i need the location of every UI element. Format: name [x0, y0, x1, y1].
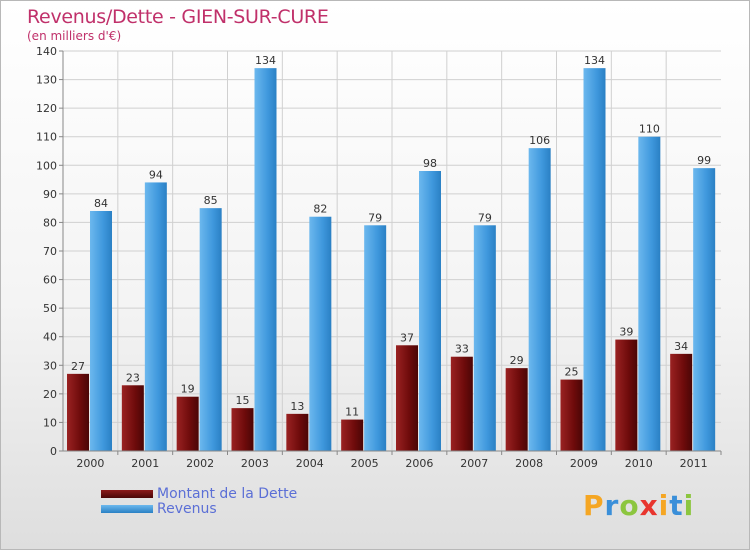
data-label-debt: 19 [181, 383, 195, 396]
bar-revenue-2011 [693, 168, 716, 451]
bar-debt-2010 [615, 339, 638, 451]
data-label-debt: 11 [345, 406, 359, 419]
bar-revenue-2003 [254, 68, 277, 452]
logo-letter: i [683, 489, 695, 522]
data-label-debt: 34 [674, 340, 688, 353]
data-label-debt: 39 [619, 326, 633, 339]
x-tick-label: 2007 [460, 457, 488, 470]
data-label-debt: 29 [510, 354, 524, 367]
data-label-debt: 37 [400, 331, 414, 344]
y-tick-label: 100 [36, 159, 57, 172]
y-tick-label: 50 [43, 302, 57, 315]
legend-label-debt: Montant de la Dette [157, 486, 298, 502]
data-label-debt: 15 [236, 394, 250, 407]
y-tick-label: 30 [43, 359, 57, 372]
bar-debt-2007 [450, 356, 473, 451]
data-label-revenue: 82 [313, 203, 327, 216]
logo-letter: r [604, 489, 620, 522]
y-tick-label: 140 [36, 45, 57, 58]
bar-debt-2003 [231, 408, 254, 451]
y-tick-label: 110 [36, 131, 57, 144]
data-label-revenue: 85 [204, 194, 218, 207]
data-label-debt: 13 [290, 400, 304, 413]
y-tick-label: 90 [43, 188, 57, 201]
bar-revenue-2002 [199, 208, 222, 451]
chart-subtitle: (en milliers d'€) [27, 29, 122, 43]
bar-debt-2008 [505, 368, 528, 451]
y-tick-label: 20 [43, 388, 57, 401]
bar-revenue-2000 [90, 211, 112, 451]
data-label-revenue: 98 [423, 157, 437, 170]
bar-debt-2011 [670, 353, 693, 451]
data-label-revenue: 99 [697, 154, 711, 167]
bar-revenue-2009 [583, 68, 606, 452]
y-tick-label: 60 [43, 274, 57, 287]
data-label-revenue: 110 [639, 123, 660, 136]
data-label-revenue: 94 [149, 168, 163, 181]
x-tick-label: 2005 [351, 457, 379, 470]
bar-debt-2000 [67, 373, 89, 451]
bar-revenue-2006 [419, 171, 441, 451]
legend-label-revenue: Revenus [157, 501, 217, 517]
x-tick-label: 2009 [570, 457, 598, 470]
x-tick-label: 2010 [625, 457, 653, 470]
data-label-revenue: 134 [255, 54, 276, 67]
data-label-revenue: 79 [478, 211, 492, 224]
logo-letter: t [669, 489, 684, 522]
data-label-revenue: 134 [584, 54, 605, 67]
bar-revenue-2010 [638, 136, 661, 451]
data-label-debt: 25 [565, 366, 579, 379]
data-label-revenue: 84 [94, 197, 108, 210]
y-tick-label: 70 [43, 245, 57, 258]
y-tick-label: 10 [43, 416, 57, 429]
bar-revenue-2004 [309, 216, 332, 451]
bar-debt-2001 [121, 385, 144, 451]
bar-debt-2004 [286, 413, 309, 451]
x-tick-label: 2011 [680, 457, 708, 470]
logo-letter: x [639, 489, 659, 522]
bar-revenue-2005 [364, 225, 387, 451]
data-label-debt: 27 [71, 360, 85, 373]
bar-debt-2009 [560, 379, 583, 451]
chart-title: Revenus/Dette - GIEN-SUR-CURE [27, 6, 329, 28]
proxiti-logo: Proxiti [583, 489, 694, 522]
x-tick-label: 2008 [515, 457, 543, 470]
data-label-revenue: 106 [529, 134, 550, 147]
bar-revenue-2007 [473, 225, 496, 451]
y-tick-label: 130 [36, 74, 57, 87]
legend-swatch-debt [101, 490, 153, 498]
data-label-debt: 23 [126, 371, 140, 384]
logo-letter: o [619, 489, 640, 522]
bar-debt-2005 [341, 419, 364, 451]
bar-debt-2006 [396, 345, 418, 451]
bar-revenue-2001 [144, 182, 167, 451]
logo-letter: P [583, 489, 605, 522]
y-tick-label: 0 [50, 445, 57, 458]
data-label-revenue: 79 [368, 211, 382, 224]
x-tick-label: 2002 [186, 457, 214, 470]
x-tick-label: 2001 [131, 457, 159, 470]
data-label-debt: 33 [455, 343, 469, 356]
y-tick-label: 120 [36, 102, 57, 115]
x-tick-label: 2000 [76, 457, 104, 470]
legend-swatch-revenue [101, 505, 153, 513]
x-tick-label: 2004 [296, 457, 324, 470]
x-tick-label: 2006 [405, 457, 433, 470]
logo-letter: i [658, 489, 670, 522]
y-tick-label: 40 [43, 331, 57, 344]
x-tick-label: 2003 [241, 457, 269, 470]
y-tick-label: 80 [43, 216, 57, 229]
bar-revenue-2008 [528, 148, 551, 451]
bar-debt-2002 [176, 396, 199, 451]
